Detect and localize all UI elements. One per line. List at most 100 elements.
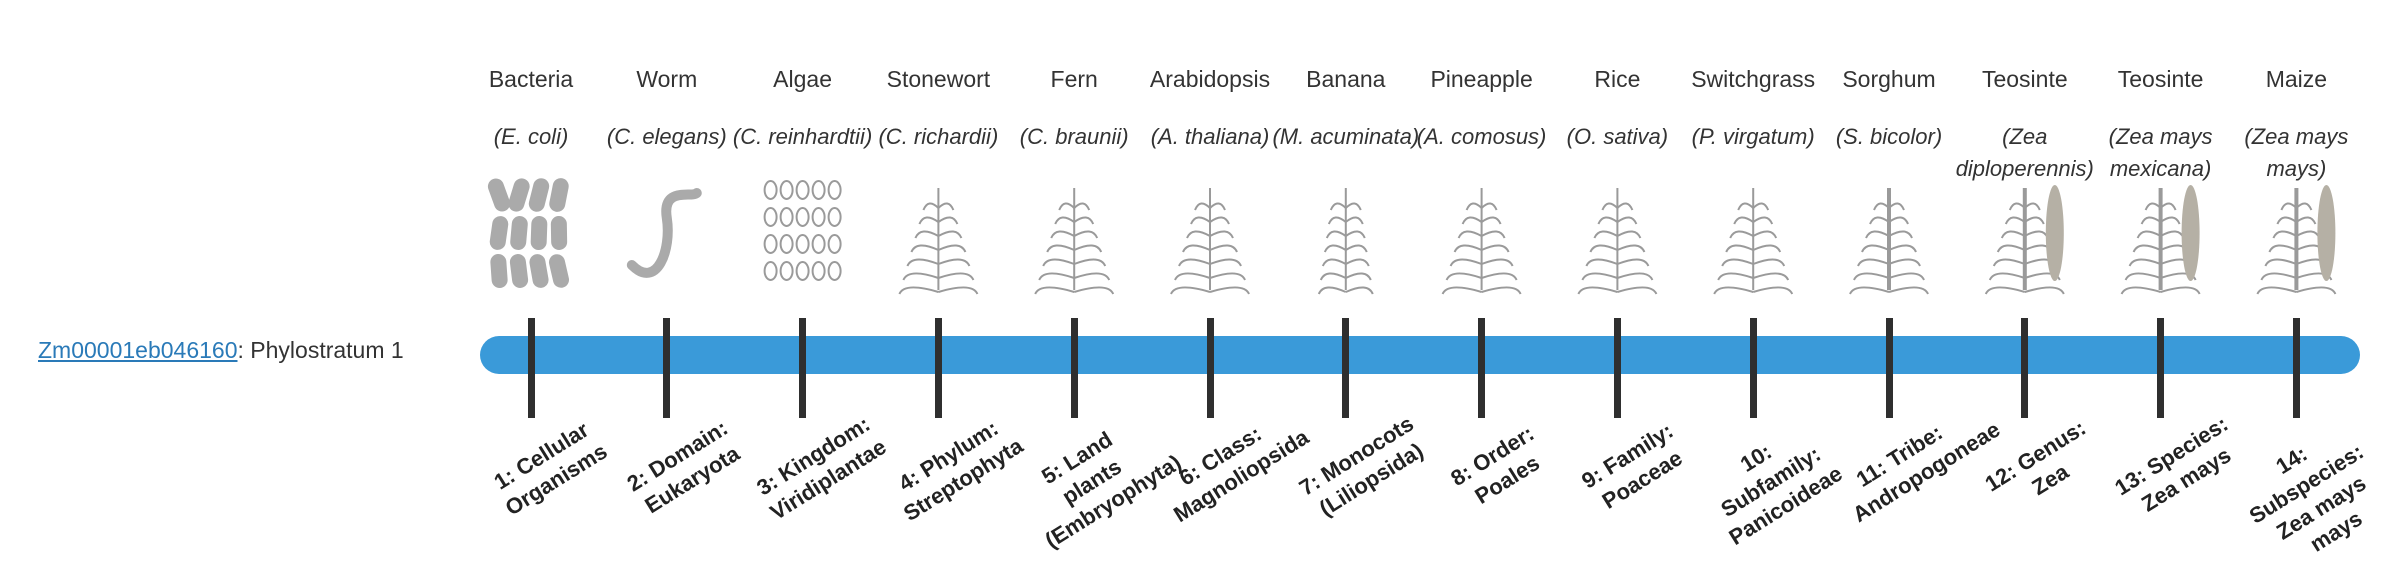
scientific-name: (C. braunii) [1019, 124, 1129, 149]
icon-part [2295, 202, 2313, 211]
timeline-tick [663, 318, 671, 418]
organism-name: Stonewort [886, 66, 991, 92]
icon-part [1617, 286, 1658, 295]
scientific-name: (A. thaliana) [1150, 124, 1270, 149]
icon-part [811, 180, 826, 200]
scientific-name: (C. elegans) [606, 124, 727, 149]
icon-part [2296, 272, 2333, 281]
icon-part [1209, 272, 1246, 281]
icon-part [1209, 216, 1230, 225]
icon-part [763, 261, 778, 281]
icon-part [1073, 244, 1103, 253]
icon-part [2159, 202, 2177, 211]
icon-part [914, 230, 939, 239]
icon-part [1721, 258, 1754, 267]
icon-part [918, 216, 939, 225]
icon-part [2264, 258, 2297, 267]
icon-part [1616, 216, 1638, 225]
icon-part [529, 254, 549, 288]
icon-part [1042, 258, 1075, 267]
icon-part [1481, 230, 1506, 239]
icon-part [2260, 272, 2297, 281]
scientific-name: (E. coli) [493, 124, 569, 149]
icon-part [2124, 272, 2161, 281]
gene-link[interactable]: Zm00001eb046160 [38, 337, 238, 363]
icon-part [2317, 185, 2336, 281]
organism-name: Switchgrass [1691, 66, 1816, 92]
icon-part [906, 258, 939, 267]
icon-part [2008, 202, 2026, 211]
icon-part [549, 178, 569, 212]
icon-part [1345, 258, 1370, 267]
icon-part [2296, 286, 2337, 295]
icon-part [1073, 216, 1095, 225]
timeline-tick [799, 318, 807, 418]
icon-part [2181, 185, 2200, 281]
scientific-name: (O. sativa) [1566, 124, 1669, 149]
icon-part [1616, 202, 1634, 211]
icon-part [1480, 202, 1498, 211]
icon-part [1717, 272, 1754, 281]
icon-part [487, 178, 511, 212]
icon-part [1481, 244, 1510, 253]
organism-name: Maize [2265, 66, 2328, 92]
icon-part [2268, 244, 2297, 253]
icon-part [1581, 272, 1618, 281]
icon-part [1752, 230, 1778, 239]
icon-part [1888, 230, 1913, 239]
icon-part [1329, 202, 1347, 211]
organism-name: Sorghum [1842, 66, 1936, 92]
icon-part [1888, 272, 1925, 281]
scientific-name: (M. acuminata) [1272, 124, 1420, 149]
icon-part [1457, 230, 1483, 239]
icon-part [489, 216, 509, 250]
organism-name: Bacteria [488, 66, 574, 92]
icon-part [1713, 286, 1754, 295]
icon-part [2024, 272, 2061, 281]
timeline-tick [527, 318, 535, 418]
icon-part [2160, 272, 2197, 281]
timeline-tick [1613, 318, 1621, 418]
icon-part [1725, 244, 1754, 253]
icon-part [922, 202, 940, 211]
icon-part [763, 180, 778, 200]
icon-part [902, 272, 939, 281]
icon-part [795, 261, 810, 281]
timeline-tick [934, 318, 942, 418]
scientific-name: (A. comosus) [1416, 124, 1547, 149]
icon-part [1449, 258, 1482, 267]
icon-part [827, 261, 842, 281]
icon-part [763, 234, 778, 254]
icon-part [1465, 202, 1483, 211]
icon-part [779, 180, 794, 200]
icon-part [1585, 258, 1618, 267]
icon-part [938, 258, 971, 267]
icon-part [2128, 258, 2161, 267]
icon-part [1597, 216, 1618, 225]
scientific-name: (Zea mays mexicana) [2108, 124, 2213, 181]
scientific-name: (P. virgatum) [1691, 124, 1815, 149]
icon-part [1034, 286, 1075, 295]
icon-part [1046, 244, 1075, 253]
icon-part [1194, 202, 1211, 211]
icon-part [1453, 244, 1483, 253]
icon-part [528, 178, 550, 212]
icon-part [1321, 258, 1347, 267]
icon-part [626, 188, 702, 278]
icon-part [1182, 244, 1211, 253]
icon-part [1752, 202, 1770, 211]
icon-part [2024, 202, 2041, 211]
organism-name: Rice [1594, 66, 1641, 92]
icon-part [548, 254, 570, 288]
icon-part [1888, 286, 1929, 295]
icon-part [1345, 230, 1366, 239]
timeline-tick [1885, 318, 1893, 418]
icon-part [1888, 244, 1917, 253]
icon-part [1178, 258, 1211, 267]
icon-part [937, 230, 963, 239]
icon-part [2024, 286, 2065, 295]
icon-part [1593, 230, 1618, 239]
icon-part [1481, 216, 1502, 225]
icon-part [490, 254, 508, 288]
